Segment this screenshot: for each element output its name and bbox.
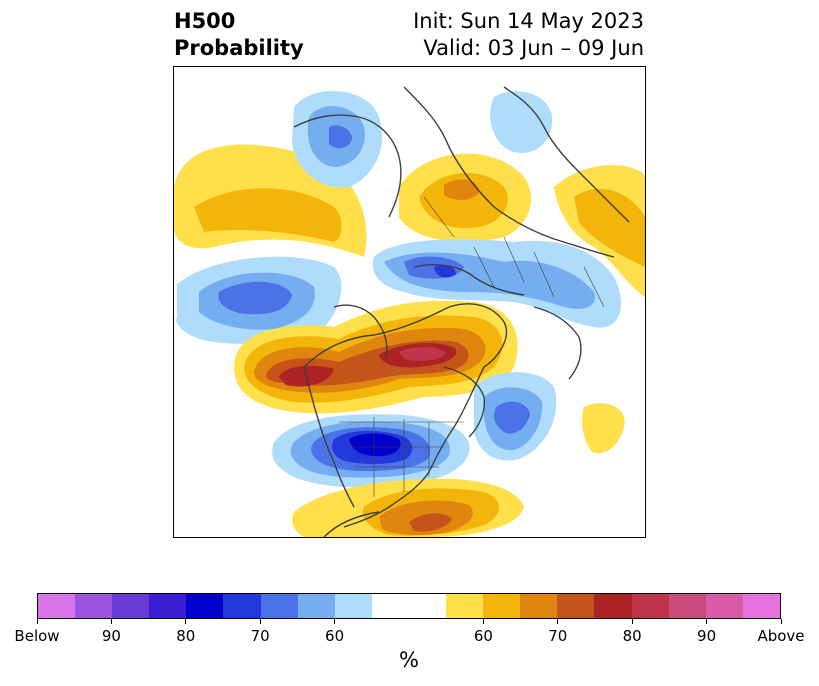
colorbar-segment-above bbox=[594, 594, 632, 618]
colorbar-segment-below bbox=[186, 594, 224, 618]
title-variable: H500 bbox=[174, 9, 236, 33]
title-field: Probability bbox=[174, 36, 304, 60]
anomaly-below-siberia bbox=[490, 91, 553, 153]
colorbar-segment-above bbox=[705, 594, 743, 618]
colorbar-tick bbox=[185, 619, 187, 624]
colorbar-segment-below bbox=[75, 594, 113, 618]
colorbar-segment-below bbox=[297, 594, 335, 618]
colorbar-segment-above bbox=[668, 594, 706, 618]
colorbar-tick bbox=[780, 619, 782, 624]
colorbar-tick bbox=[631, 619, 633, 624]
colorbar-segment-above bbox=[446, 594, 484, 618]
colorbar-tick-label: 80 bbox=[622, 627, 642, 645]
colorbar-tick-label: 70 bbox=[548, 627, 568, 645]
colorbar-unit-label: % bbox=[399, 648, 419, 672]
colorbar-segment-above bbox=[742, 594, 780, 618]
colorbar-segment-neutral bbox=[371, 594, 447, 618]
colorbar bbox=[37, 593, 781, 619]
colorbar-segment-below bbox=[223, 594, 261, 618]
colorbar-segment-below bbox=[260, 594, 298, 618]
colorbar-segment-below bbox=[149, 594, 187, 618]
colorbar-tick bbox=[334, 619, 336, 624]
probability-map bbox=[173, 66, 646, 538]
colorbar-segment-below bbox=[38, 594, 76, 618]
coastlines bbox=[293, 86, 630, 537]
colorbar-tick bbox=[557, 619, 559, 624]
colorbar-tick bbox=[36, 619, 38, 624]
colorbar-segment-below bbox=[334, 594, 372, 618]
colorbar-tick-label: 70 bbox=[250, 627, 270, 645]
colorbar-tick bbox=[110, 619, 112, 624]
colorbar-tick-label: Above bbox=[757, 627, 805, 645]
init-date: Init: Sun 14 May 2023 bbox=[413, 9, 644, 33]
anomaly-above-atlantic bbox=[581, 403, 625, 454]
colorbar-segment-above bbox=[520, 594, 558, 618]
colorbar-segment-below bbox=[112, 594, 150, 618]
anomaly-above-pacific-north-inner bbox=[194, 188, 342, 242]
colorbar-segment-above bbox=[557, 594, 595, 618]
map-subtitle: Init: Sun 14 May 2023 Valid: 03 Jun – 09… bbox=[413, 8, 644, 62]
colorbar-tick-label: 60 bbox=[473, 627, 493, 645]
colorbar-tick-label: 90 bbox=[697, 627, 717, 645]
colorbar-tick bbox=[706, 619, 708, 624]
colorbar-tick bbox=[482, 619, 484, 624]
colorbar-segment-above bbox=[483, 594, 521, 618]
map-title: H500 Probability bbox=[174, 8, 304, 62]
colorbar-segment-above bbox=[631, 594, 669, 618]
colorbar-tick bbox=[259, 619, 261, 624]
valid-range: Valid: 03 Jun – 09 Jun bbox=[423, 36, 644, 60]
colorbar-tick-label: 80 bbox=[176, 627, 196, 645]
colorbar-tick-label: 90 bbox=[101, 627, 121, 645]
colorbar-tick-label: 60 bbox=[325, 627, 345, 645]
borders bbox=[339, 196, 605, 497]
colorbar-tick-label: Below bbox=[14, 627, 60, 645]
